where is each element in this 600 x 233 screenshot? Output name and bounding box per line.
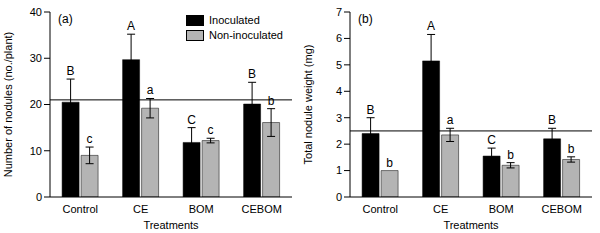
- svg-text:40: 40: [30, 6, 42, 18]
- svg-text:7: 7: [336, 6, 342, 18]
- svg-text:Control: Control: [63, 203, 98, 215]
- svg-text:Treatments: Treatments: [143, 219, 199, 231]
- svg-text:b: b: [568, 142, 575, 156]
- svg-text:BOM: BOM: [189, 203, 214, 215]
- svg-text:b: b: [386, 156, 393, 170]
- svg-text:2: 2: [336, 138, 342, 150]
- svg-text:CEBOM: CEBOM: [242, 203, 282, 215]
- svg-text:BOM: BOM: [489, 203, 514, 215]
- svg-text:0: 0: [336, 191, 342, 203]
- svg-text:10: 10: [30, 145, 42, 157]
- svg-text:b: b: [507, 148, 514, 162]
- svg-text:c: c: [208, 123, 214, 137]
- svg-text:a: a: [447, 113, 454, 127]
- svg-text:6: 6: [336, 32, 342, 44]
- svg-text:Number of nodules (no./plant): Number of nodules (no./plant): [8, 32, 14, 178]
- svg-text:Total nodule weight (mg): Total nodule weight (mg): [302, 45, 314, 165]
- svg-text:1: 1: [336, 164, 342, 176]
- svg-text:0: 0: [36, 191, 42, 203]
- svg-text:CE: CE: [433, 203, 448, 215]
- svg-text:A: A: [127, 19, 135, 33]
- svg-text:3: 3: [336, 112, 342, 124]
- svg-text:C: C: [187, 113, 196, 127]
- svg-text:a: a: [147, 83, 154, 97]
- svg-text:20: 20: [30, 98, 42, 110]
- svg-text:Treatments: Treatments: [443, 219, 499, 231]
- html-text:(b): (b): [358, 12, 373, 26]
- svg-text:4: 4: [336, 85, 342, 97]
- svg-text:CE: CE: [133, 203, 148, 215]
- svg-text:b: b: [268, 94, 275, 108]
- svg-text:B: B: [248, 67, 256, 81]
- svg-text:B: B: [548, 113, 556, 127]
- svg-text:c: c: [87, 132, 93, 146]
- svg-text:B: B: [367, 103, 375, 117]
- svg-text:CEBOM: CEBOM: [542, 203, 582, 215]
- svg-text:5: 5: [336, 59, 342, 71]
- svg-text:C: C: [487, 133, 496, 147]
- svg-text:Control: Control: [363, 203, 398, 215]
- html-text:Inoculated: Inoculated: [209, 14, 260, 26]
- svg-text:30: 30: [30, 52, 42, 64]
- svg-text:A: A: [427, 19, 435, 33]
- html-text:Non-inoculated: Non-inoculated: [209, 29, 283, 41]
- svg-text:B: B: [67, 64, 75, 78]
- html-text:(a): (a): [58, 12, 73, 26]
